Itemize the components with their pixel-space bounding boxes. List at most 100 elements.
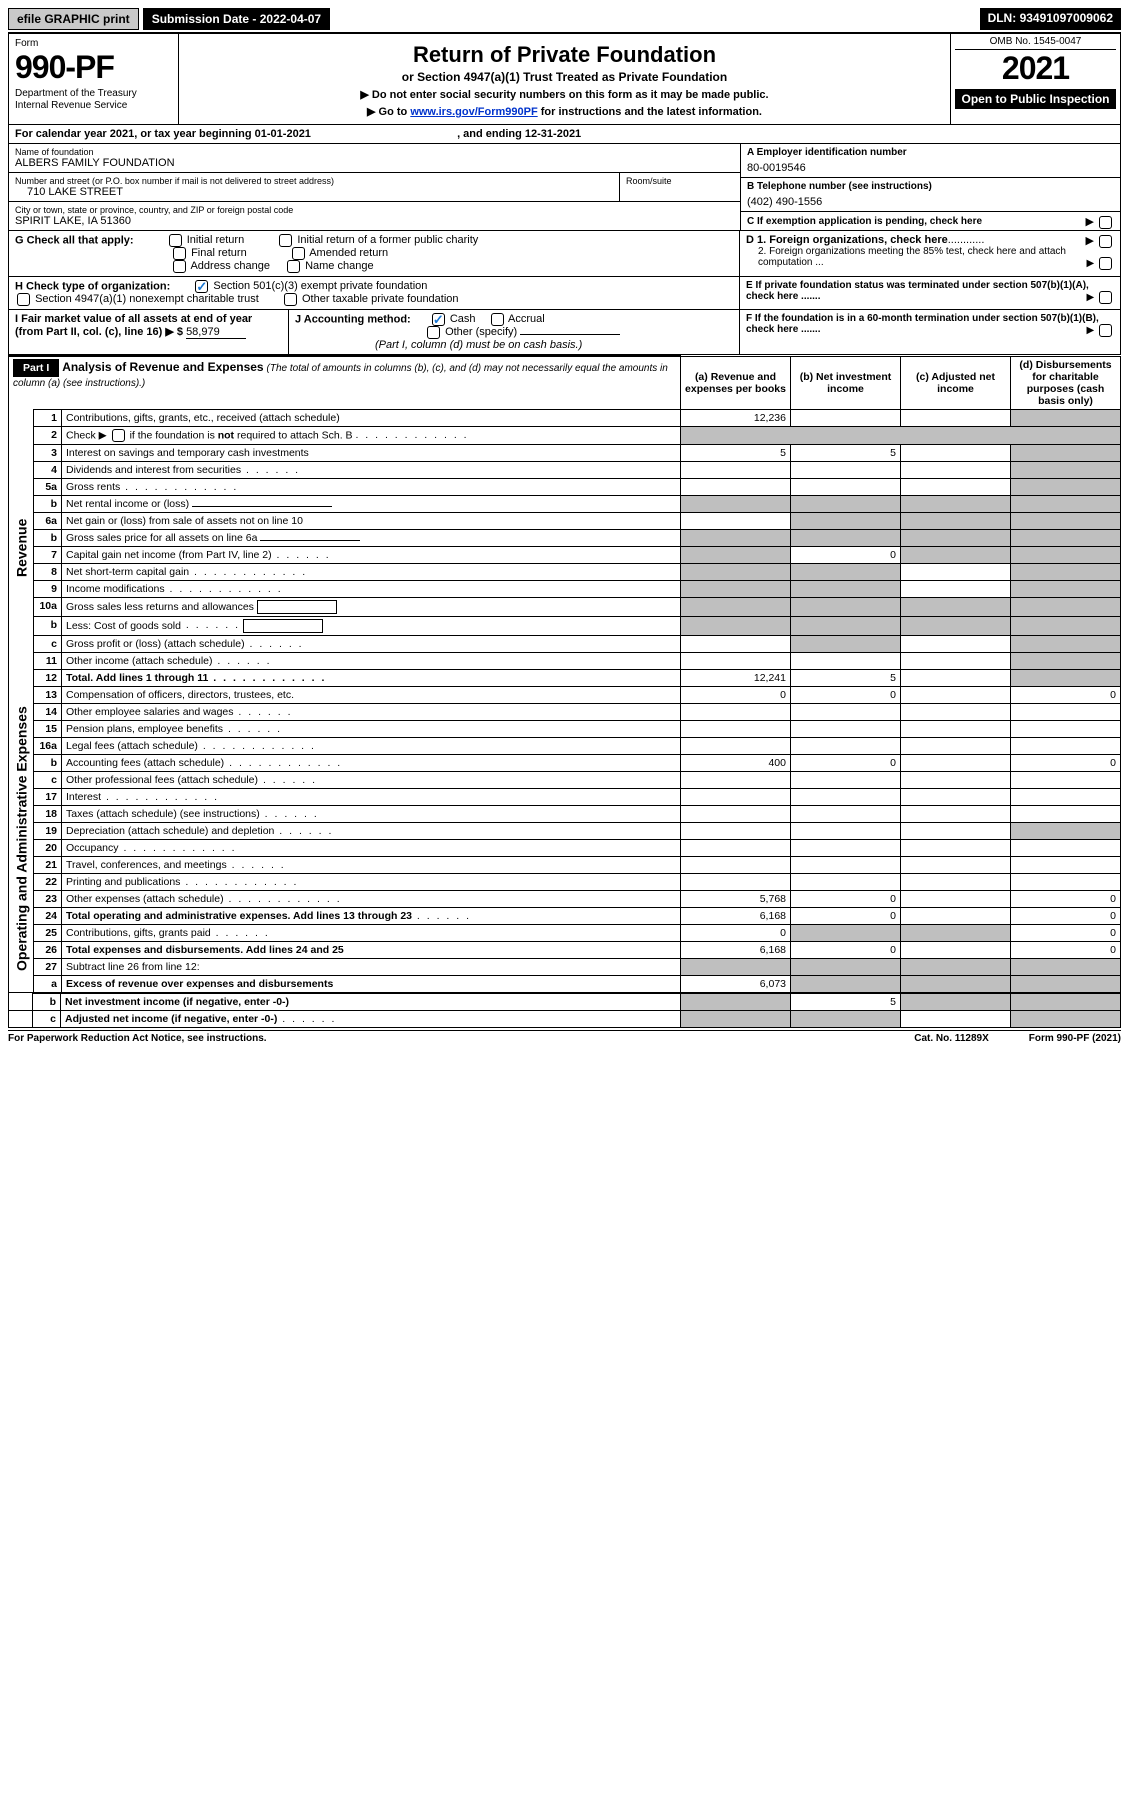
header-mid: Return of Private Foundation or Section …	[179, 34, 950, 124]
line-no: 9	[34, 580, 62, 597]
cell-d	[1011, 461, 1121, 478]
cell-a: 0	[681, 924, 791, 941]
cell-c	[901, 444, 1011, 461]
cash-checkbox[interactable]	[432, 313, 445, 326]
g-label: G Check all that apply:	[15, 234, 134, 246]
final-return-checkbox[interactable]	[173, 247, 186, 260]
table-row: 21Travel, conferences, and meetings	[9, 856, 1121, 873]
line-no: 17	[34, 788, 62, 805]
line-desc: Gross rents	[62, 478, 681, 495]
j-label: J Accounting method:	[295, 313, 411, 325]
other-taxable-checkbox[interactable]	[284, 293, 297, 306]
accrual-checkbox[interactable]	[491, 313, 504, 326]
initial-return-checkbox[interactable]	[169, 234, 182, 247]
phone-label: B Telephone number (see instructions)	[747, 181, 1114, 192]
d1-checkbox[interactable]	[1099, 235, 1112, 248]
omb-number: OMB No. 1545-0047	[955, 36, 1116, 50]
line-no: 12	[34, 669, 62, 686]
part1-badge: Part I	[13, 359, 59, 377]
tax-year: 2021	[955, 50, 1116, 87]
address-row: Number and street (or P.O. box number if…	[9, 173, 740, 202]
line-no: 27	[34, 958, 62, 975]
table-row: 26Total expenses and disbursements. Add …	[9, 941, 1121, 958]
table-row: 17Interest	[9, 788, 1121, 805]
cell-d: 0	[1011, 754, 1121, 771]
room-label: Room/suite	[626, 176, 734, 186]
line-desc: Net short-term capital gain	[62, 563, 681, 580]
analysis-table: Part I Analysis of Revenue and Expenses …	[8, 355, 1121, 993]
amended-return-checkbox[interactable]	[292, 247, 305, 260]
form-header: Form 990-PF Department of the Treasury I…	[8, 32, 1121, 125]
line-desc: Adjusted net income (if negative, enter …	[61, 1010, 681, 1027]
calendar-year-row: For calendar year 2021, or tax year begi…	[8, 125, 1121, 144]
line-desc: Printing and publications	[62, 873, 681, 890]
cell-c	[901, 686, 1011, 703]
cell-d: 0	[1011, 907, 1121, 924]
d1-label: D 1. Foreign organizations, check here	[746, 234, 948, 246]
line-no: 20	[34, 839, 62, 856]
line-no: c	[34, 771, 62, 788]
sch-b-checkbox[interactable]	[112, 429, 125, 442]
name-label: Name of foundation	[15, 147, 734, 157]
table-row: 5a Gross rents	[9, 478, 1121, 495]
line-desc: Net gain or (loss) from sale of assets n…	[62, 512, 681, 529]
phone-value: (402) 490-1556	[747, 196, 1114, 208]
line-desc: Pension plans, employee benefits	[62, 720, 681, 737]
open-to-public-badge: Open to Public Inspection	[955, 89, 1116, 109]
cell-b: 5	[791, 444, 901, 461]
g-item-4: Address change	[190, 260, 270, 272]
f-checkbox[interactable]	[1099, 324, 1112, 337]
line-desc: Other employee salaries and wages	[62, 703, 681, 720]
table-row: 19Depreciation (attach schedule) and dep…	[9, 822, 1121, 839]
line-desc: Dividends and interest from securities	[62, 461, 681, 478]
addr-label: Number and street (or P.O. box number if…	[15, 176, 613, 186]
cell-d	[1011, 444, 1121, 461]
g-item-0: Initial return	[187, 234, 244, 246]
irs-form-link[interactable]: www.irs.gov/Form990PF	[410, 106, 537, 118]
line-no: c	[33, 1010, 61, 1027]
j-note: (Part I, column (d) must be on cash basi…	[375, 339, 582, 351]
analysis-table-tail: b Net investment income (if negative, en…	[8, 993, 1121, 1028]
line-no: 16a	[34, 737, 62, 754]
line-desc: Interest	[62, 788, 681, 805]
line-no: 24	[34, 907, 62, 924]
h3-label: Other taxable private foundation	[302, 293, 459, 305]
line-desc: Accounting fees (attach schedule)	[62, 754, 681, 771]
cell-b: 0	[791, 907, 901, 924]
line-desc: Other income (attach schedule)	[62, 652, 681, 669]
initial-return-former-checkbox[interactable]	[279, 234, 292, 247]
other-method-checkbox[interactable]	[427, 326, 440, 339]
g-item-2: Final return	[191, 247, 247, 259]
line-desc: Contributions, gifts, grants, etc., rece…	[62, 409, 681, 426]
submission-date-badge: Submission Date - 2022-04-07	[143, 8, 330, 30]
j-accrual: Accrual	[508, 313, 545, 325]
d2-checkbox[interactable]	[1099, 257, 1112, 270]
f-block: F If the foundation is in a 60-month ter…	[740, 310, 1120, 354]
efile-print-button[interactable]: efile GRAPHIC print	[8, 8, 139, 30]
page-footer: For Paperwork Reduction Act Notice, see …	[8, 1030, 1121, 1044]
line-desc: Total. Add lines 1 through 11	[62, 669, 681, 686]
d-block: D 1. Foreign organizations, check here..…	[740, 231, 1120, 276]
line-no: 25	[34, 924, 62, 941]
header-right: OMB No. 1545-0047 2021 Open to Public In…	[950, 34, 1120, 124]
line-desc: Other expenses (attach schedule)	[62, 890, 681, 907]
address-change-checkbox[interactable]	[173, 260, 186, 273]
dept-treasury: Department of the Treasury Internal Reve…	[15, 88, 172, 112]
cell-d	[1011, 669, 1121, 686]
note2-post: for instructions and the latest informat…	[538, 106, 762, 118]
4947a1-checkbox[interactable]	[17, 293, 30, 306]
g-check-block: G Check all that apply: Initial return I…	[9, 231, 740, 276]
topbar-spacer	[334, 8, 975, 30]
line-no: 7	[34, 546, 62, 563]
line-desc: Taxes (attach schedule) (see instruction…	[62, 805, 681, 822]
line-no: c	[34, 635, 62, 652]
501c3-checkbox[interactable]	[195, 280, 208, 293]
cell-a: 6,073	[681, 975, 791, 992]
exemption-checkbox[interactable]	[1099, 216, 1112, 229]
name-change-checkbox[interactable]	[287, 260, 300, 273]
d2-label: 2. Foreign organizations meeting the 85%…	[758, 246, 1066, 268]
e-checkbox[interactable]	[1099, 291, 1112, 304]
table-row: 14Other employee salaries and wages	[9, 703, 1121, 720]
table-row: aExcess of revenue over expenses and dis…	[9, 975, 1121, 992]
line-desc: Capital gain net income (from Part IV, l…	[62, 546, 681, 563]
